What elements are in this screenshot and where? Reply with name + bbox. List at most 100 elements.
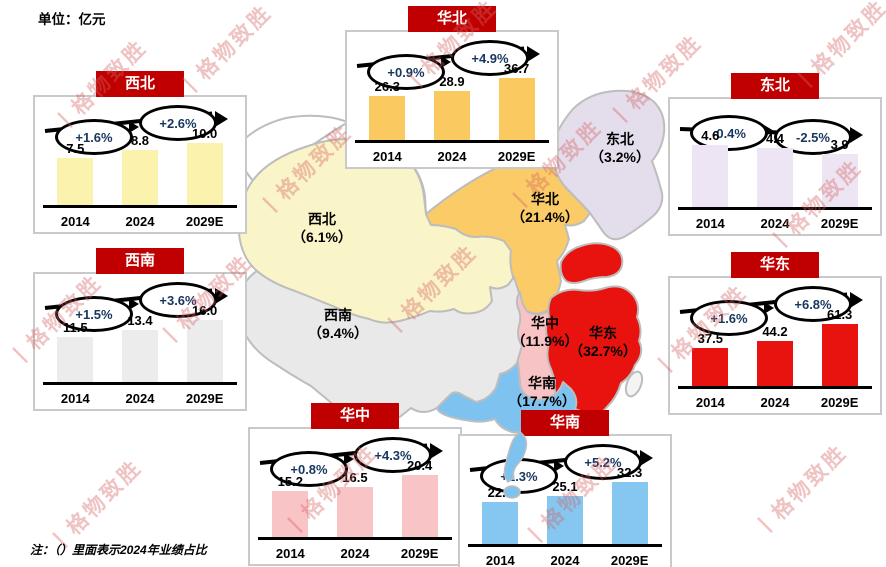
arrow-mid-head <box>554 460 564 472</box>
growth-arrow: -0.4% -2.5% <box>678 105 872 155</box>
unit-label: 单位：亿元 <box>38 12 106 27</box>
bar <box>272 491 309 537</box>
year-label: 2024 <box>760 216 790 231</box>
bar-value: 37.5 <box>697 331 723 346</box>
watermark: 丨格物致胜 <box>750 440 852 542</box>
map-label-name: 华南 <box>528 375 556 391</box>
growth-rate-1: +1.6% <box>55 119 133 155</box>
growth-rate-1: +0.9% <box>367 54 445 90</box>
map-label-name: 华中 <box>531 315 559 331</box>
bar-value: 22.0 <box>487 485 513 500</box>
bar-value: 28.9 <box>439 74 465 89</box>
year-label: 2024 <box>550 553 580 567</box>
growth-arrow: +1.6% +6.8% <box>678 284 872 336</box>
arrow-mid-head <box>344 453 354 465</box>
region-panel-southwest: 西南 +1.5% +3.6% 11.5 13.4 16.0 2014 2024 … <box>33 248 247 411</box>
bar-value: 10.0 <box>191 126 218 141</box>
region-tab: 西南 <box>96 248 184 274</box>
x-axis-labels: 2014 2024 2029E <box>468 553 662 567</box>
arrow-head <box>850 127 863 143</box>
bar-chart: 11.5 13.4 16.0 <box>43 298 237 385</box>
year-label: 2014 <box>60 214 90 229</box>
map-label-name: 华东 <box>589 325 617 341</box>
bar <box>186 143 223 205</box>
map-label-share: （17.7%） <box>508 393 576 410</box>
bar-value: 32.3 <box>616 465 643 480</box>
map-label-north: 华北 （21.4%） <box>485 190 605 226</box>
bar <box>692 145 729 207</box>
bar <box>498 78 535 140</box>
bar-value: 11.5 <box>63 320 88 335</box>
map-label-central: 华中 （11.9%） <box>485 314 605 350</box>
x-axis-labels: 2014 2024 2029E <box>43 391 237 406</box>
map-label-share: （32.7%） <box>569 343 637 360</box>
bar-value: 4.6 <box>701 128 720 143</box>
bar-value: 16.0 <box>191 303 218 318</box>
map-label-south: 华南 （17.7%） <box>482 374 602 410</box>
bar <box>121 330 158 382</box>
year-label: 2014 <box>60 391 90 406</box>
year-label: 2029E <box>185 391 224 406</box>
growth-arrow: +1.5% +3.6% <box>43 280 237 332</box>
arrow-head <box>430 443 443 459</box>
map-neighbor-country-west <box>235 114 349 183</box>
bar <box>692 348 729 386</box>
bar <box>756 148 793 207</box>
growth-arrow: +0.9% +4.9% <box>355 38 549 90</box>
bar-value: 16.5 <box>342 470 368 485</box>
bar-value: 25.1 <box>552 479 578 494</box>
growth-rate-1: +1.6% <box>690 300 768 336</box>
arrow-head <box>215 111 228 127</box>
x-axis-labels: 2014 2024 2029E <box>43 214 237 229</box>
year-label: 2029E <box>497 149 536 164</box>
year-label: 2029E <box>610 553 649 567</box>
region-tab: 东北 <box>731 73 819 99</box>
bar <box>336 487 373 537</box>
map-label-name: 华北 <box>531 191 559 207</box>
arrow-mid-head <box>441 56 451 68</box>
bar-value: 26.3 <box>374 79 400 94</box>
region-tab: 华南 <box>521 410 609 436</box>
growth-arrow: +1.6% +2.6% <box>43 103 237 155</box>
arrow-head <box>640 450 653 466</box>
bar-value: 20.4 <box>406 458 433 473</box>
footnote: 注：（）里面表示2024年业绩占比 <box>30 543 207 557</box>
region-panel-east: 华东 +1.6% +6.8% 37.5 44.2 61.3 2014 2024 … <box>668 252 882 415</box>
year-label: 2014 <box>372 149 402 164</box>
region-panel-northwest: 西北 +1.6% +2.6% 7.5 8.8 10.0 2014 2024 20… <box>33 71 247 234</box>
map-label-southwest: 西南 （9.4%） <box>278 306 398 342</box>
bar <box>821 154 858 207</box>
x-axis-labels: 2014 2024 2029E <box>258 546 452 561</box>
growth-rate-2: +5.2% <box>564 444 642 480</box>
bar-value: 44.2 <box>762 324 788 339</box>
growth-rate-2: +4.9% <box>451 40 529 76</box>
bar <box>433 91 470 140</box>
year-label: 2024 <box>760 395 790 410</box>
year-label: 2024 <box>125 214 155 229</box>
bar <box>546 496 583 544</box>
map-label-share: （3.2%） <box>590 149 650 166</box>
year-label: 2029E <box>820 395 859 410</box>
bar <box>57 158 94 205</box>
year-label: 2029E <box>820 216 859 231</box>
bar-value: 61.3 <box>826 307 853 322</box>
arrow-head <box>215 288 228 304</box>
bar-chart: 22.0 25.1 32.3 <box>468 460 662 547</box>
bar-value: 3.9 <box>830 137 849 152</box>
bar <box>401 475 438 537</box>
map-label-name: 西南 <box>324 307 352 323</box>
china-map <box>235 89 666 439</box>
x-axis-labels: 2014 2024 2029E <box>678 216 872 231</box>
map-label-share: （11.9%） <box>511 333 579 350</box>
arrow-mid-head <box>129 121 139 133</box>
arrow-mid-head <box>764 302 774 314</box>
region-tab: 华中 <box>311 403 399 429</box>
map-island-taiwan <box>624 370 644 398</box>
bar-value: 7.5 <box>66 141 85 156</box>
bar <box>369 96 406 140</box>
map-label-name: 东北 <box>606 131 634 147</box>
bar-chart: 15.2 16.5 20.4 <box>258 453 452 540</box>
arrow-head <box>527 46 540 62</box>
bar-value: 8.8 <box>130 133 150 148</box>
